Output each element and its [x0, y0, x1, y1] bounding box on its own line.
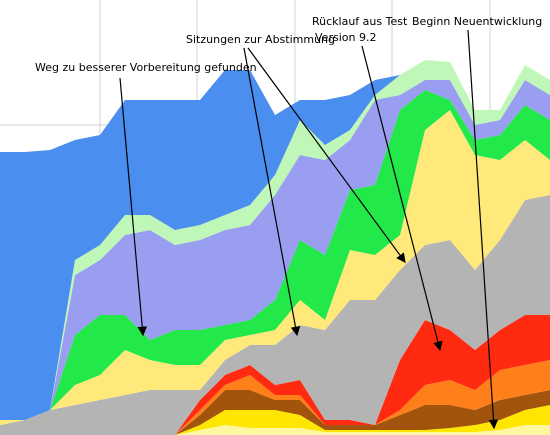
arrow: [361, 45, 443, 352]
annotations: Weg zu besserer Vorbereitung gefunden Si…: [35, 15, 542, 430]
area: [0, 195, 550, 435]
arrow: [467, 29, 499, 430]
annotation: Beginn Neuentwicklung: [412, 15, 542, 28]
arrow: [119, 77, 148, 337]
area: [0, 60, 550, 420]
annotation: Weg zu besserer Vorbereitung gefunden: [35, 61, 257, 74]
area: [0, 360, 550, 435]
arrow: [243, 47, 301, 337]
area: [0, 110, 550, 425]
area: [0, 425, 550, 435]
area: [0, 390, 550, 435]
area: [0, 60, 550, 420]
areas: [0, 60, 550, 435]
area: [0, 315, 550, 435]
arrow: [247, 47, 406, 263]
area: [0, 405, 550, 435]
area: [0, 80, 550, 420]
annotation: Rücklauf aus Test: [312, 15, 408, 28]
annotation: Version 9.2: [315, 31, 376, 44]
area: [0, 90, 550, 420]
annotation: Sitzungen zur Abstimmung: [186, 33, 335, 46]
